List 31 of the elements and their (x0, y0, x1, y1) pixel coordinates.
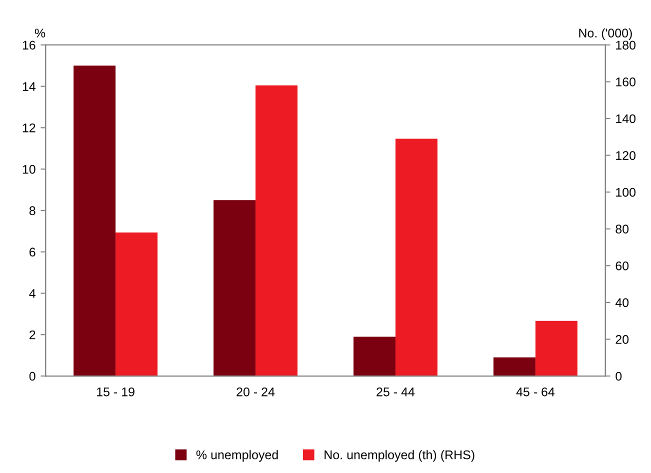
bar (74, 66, 116, 376)
y-tick-label: 12 (22, 124, 36, 132)
y2-axis-title: No. ('000) (579, 28, 632, 40)
bar (395, 138, 438, 376)
y2-tick-label: 120 (616, 151, 636, 160)
x-tick-label: 45 - 64 (516, 387, 555, 396)
y2-tick-label: 0 (616, 372, 622, 381)
x-tick-label: 20 - 24 (236, 387, 275, 396)
legend-label: % unemployed (196, 450, 278, 462)
y2-tick-label: 40 (615, 298, 629, 308)
y-tick-label: 6 (30, 248, 36, 257)
y-tick-label: 16 (22, 40, 36, 50)
bar (353, 336, 396, 376)
y-tick-label: 10 (22, 164, 36, 174)
x-tick-label: 15 - 19 (97, 387, 134, 396)
x-tick-label: 25 - 44 (376, 387, 415, 396)
y-axis-title: % (34, 28, 46, 38)
y2-tick-label: 20 (616, 335, 629, 344)
y2-tick-label: 80 (616, 224, 629, 234)
y2-tick-label: 60 (616, 261, 629, 270)
y-tick-label: 0 (29, 372, 36, 381)
y2-tick-label: 160 (616, 78, 636, 86)
legend-label: No. unemployed (th) (RHS) (324, 450, 474, 462)
y2-tick-label: 180 (616, 40, 636, 50)
y2-tick-label: 140 (616, 114, 636, 124)
y-tick-label: 2 (30, 330, 36, 340)
y-tick-label: 8 (29, 206, 36, 216)
y-tick-label: 14 (22, 82, 36, 91)
y2-tick-label: 100 (616, 188, 636, 197)
bar (535, 320, 578, 376)
y-tick-label: 4 (29, 289, 36, 298)
